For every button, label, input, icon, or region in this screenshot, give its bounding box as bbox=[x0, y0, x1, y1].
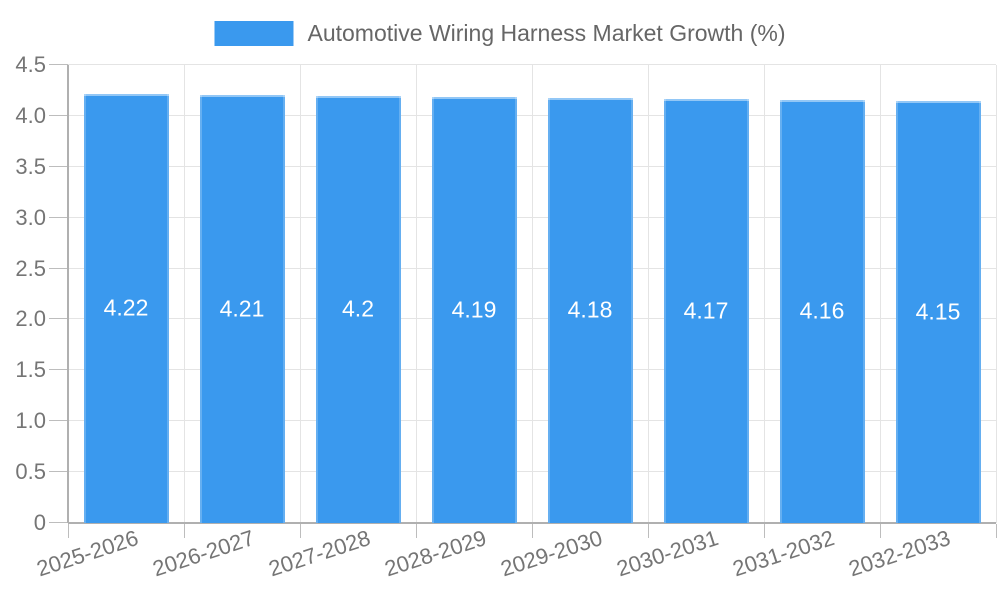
legend-item[interactable]: Automotive Wiring Harness Market Growth … bbox=[214, 20, 786, 47]
y-tick bbox=[49, 64, 68, 65]
bar-value-label: 4.18 bbox=[567, 296, 613, 323]
bar: 4.22 bbox=[83, 93, 169, 523]
y-tick bbox=[49, 216, 68, 218]
x-tick bbox=[996, 524, 997, 538]
bar-value-label: 4.15 bbox=[915, 298, 961, 325]
x-tick bbox=[764, 524, 765, 538]
y-tick-label: 3.5 bbox=[15, 153, 46, 179]
bar: 4.15 bbox=[895, 100, 981, 523]
y-tick bbox=[49, 522, 68, 523]
x-tick-label: 2031-2032 bbox=[729, 525, 838, 582]
x-tick bbox=[648, 524, 649, 538]
x-tick-label: 2026-2027 bbox=[149, 525, 258, 582]
gridline-horizontal bbox=[68, 64, 996, 65]
y-tick bbox=[49, 420, 68, 422]
y-tick-label: 0 bbox=[33, 510, 46, 535]
bar: 4.17 bbox=[663, 98, 749, 523]
bar-value-label: 4.22 bbox=[103, 294, 149, 321]
x-tick-label: 2025-2026 bbox=[33, 525, 142, 582]
bar: 4.2 bbox=[315, 95, 401, 523]
y-tick bbox=[49, 114, 68, 116]
gridline-vertical bbox=[300, 65, 301, 523]
x-tick bbox=[300, 524, 301, 538]
x-tick-label: 2029-2030 bbox=[497, 525, 606, 582]
bar-value-label: 4.21 bbox=[219, 295, 265, 322]
y-tick bbox=[49, 318, 68, 320]
bar: 4.18 bbox=[547, 97, 633, 523]
x-tick-label: 2027-2028 bbox=[265, 525, 374, 582]
y-tick-label: 4.0 bbox=[15, 102, 46, 128]
gridline-vertical bbox=[764, 65, 765, 523]
x-tick bbox=[880, 524, 881, 538]
y-tick bbox=[49, 267, 68, 269]
bar: 4.16 bbox=[779, 99, 865, 523]
y-tick-label: 1.5 bbox=[15, 357, 46, 383]
gridline-vertical bbox=[532, 65, 533, 523]
gridline-vertical bbox=[416, 65, 417, 523]
x-axis-line bbox=[68, 522, 996, 524]
x-tick bbox=[184, 524, 185, 538]
y-tick-label: 1.0 bbox=[15, 408, 46, 434]
gridline-vertical bbox=[996, 65, 997, 523]
x-tick bbox=[532, 524, 533, 538]
plot-area: 0 0.5 1.0 1.5 2.0 2.5 3.0 3.5 4.0 4.5 4.22 4.21 4.2 4… bbox=[15, 54, 997, 581]
y-tick-label: 2.0 bbox=[15, 306, 46, 332]
y-tick-label: 4.5 bbox=[15, 52, 46, 77]
x-tick bbox=[68, 524, 69, 538]
gridline-vertical bbox=[880, 65, 881, 523]
bar: 4.19 bbox=[431, 96, 517, 523]
y-tick bbox=[49, 471, 68, 473]
bar-value-label: 4.19 bbox=[451, 296, 497, 323]
gridline-vertical bbox=[648, 65, 649, 523]
y-tick bbox=[49, 165, 68, 167]
legend-swatch bbox=[214, 21, 294, 46]
y-tick-label: 0.5 bbox=[15, 459, 46, 485]
bar-value-label: 4.16 bbox=[799, 297, 845, 324]
gridline-vertical bbox=[184, 65, 185, 523]
bar: 4.21 bbox=[199, 94, 285, 523]
legend-label: Automotive Wiring Harness Market Growth … bbox=[307, 20, 786, 46]
x-tick-label: 2028-2029 bbox=[381, 525, 490, 582]
y-axis-line bbox=[67, 65, 69, 523]
bar-value-label: 4.17 bbox=[683, 297, 729, 324]
x-tick-label: 2030-2031 bbox=[613, 525, 722, 582]
x-tick-label: 2032-2033 bbox=[845, 525, 954, 582]
y-tick-label: 2.5 bbox=[15, 255, 46, 281]
x-tick bbox=[416, 524, 417, 538]
bar-value-label: 4.2 bbox=[342, 295, 374, 322]
y-tick-label: 3.0 bbox=[15, 204, 46, 230]
y-tick bbox=[49, 369, 68, 371]
